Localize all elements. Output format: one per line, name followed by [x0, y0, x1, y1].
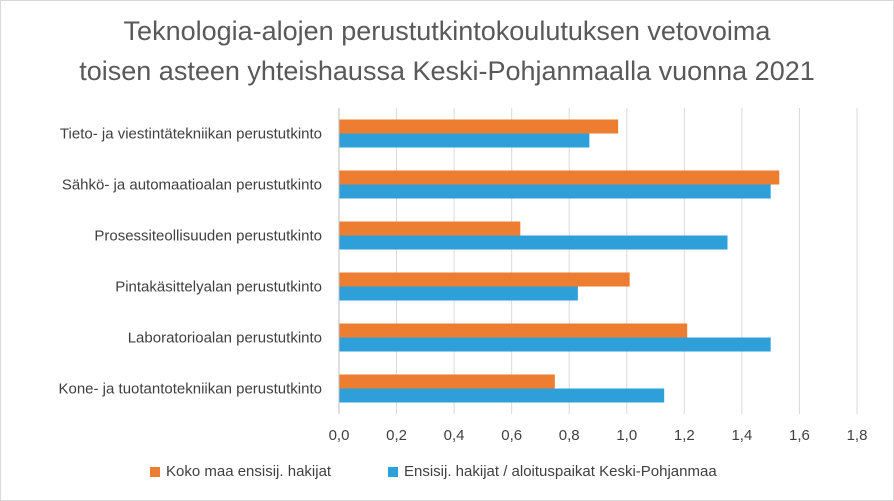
x-tick-label: 1,6: [789, 427, 810, 444]
legend-swatch-series-1: [150, 466, 160, 477]
bar-series-1: [339, 221, 521, 236]
x-tick-label: 1,4: [731, 427, 752, 444]
category-label: Laboratorioalan perustutkinto: [128, 330, 322, 347]
x-tick-label: 0,0: [329, 427, 350, 444]
bar-series-1: [339, 119, 619, 134]
legend-swatch-series-2: [388, 466, 398, 477]
category-label: Kone- ja tuotantotekniikan perustutkinto: [58, 381, 322, 398]
bar-series-2: [339, 337, 771, 352]
bar-series-1: [339, 323, 688, 338]
x-tick-label: 0,4: [444, 427, 465, 444]
bar-series-1: [339, 374, 555, 389]
bar-series-2: [339, 388, 665, 403]
legend-item-series-2: Ensisij. hakijat / aloituspaikat Keski-P…: [388, 463, 717, 480]
category-label: Tieto- ja viestintätekniikan perustutkin…: [60, 126, 322, 143]
bar-series-2: [339, 133, 590, 148]
legend-item-series-1: Koko maa ensisij. hakijat: [150, 463, 331, 480]
x-tick-label: 0,2: [386, 427, 407, 444]
category-label: Prosessiteollisuuden perustutkinto: [94, 228, 322, 245]
bar-series-2: [339, 184, 771, 199]
bar-series-2: [339, 235, 728, 250]
x-tick-label: 0,8: [559, 427, 580, 444]
chart-title-line-1: Teknologia-alojen perustutkintokoulutuks…: [123, 16, 771, 46]
x-tick-label: 0,6: [501, 427, 522, 444]
x-tick-label: 1,2: [674, 427, 695, 444]
legend-label-series-2: Ensisij. hakijat / aloituspaikat Keski-P…: [404, 463, 717, 480]
legend-label-series-1: Koko maa ensisij. hakijat: [166, 463, 332, 480]
bar-series-2: [339, 286, 578, 301]
bar-series-1: [339, 272, 630, 287]
category-label: Pintakäsittelyalan perustutkinto: [115, 279, 322, 296]
category-label: Sähkö- ja automaatioalan perustutkinto: [62, 177, 322, 194]
bar-series-1: [339, 170, 780, 185]
x-tick-label: 1,8: [847, 427, 868, 444]
chart-title-line-2: toisen asteen yhteishaussa Keski-Pohjanm…: [79, 56, 815, 86]
x-tick-label: 1,0: [616, 427, 637, 444]
